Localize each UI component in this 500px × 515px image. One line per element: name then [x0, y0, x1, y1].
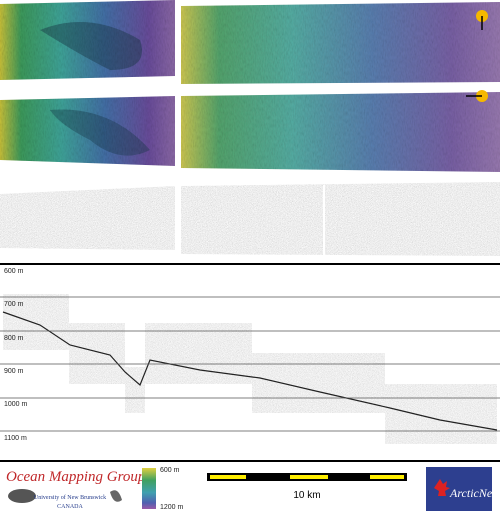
logo-line: CANADA [57, 504, 83, 510]
north-markers [466, 10, 488, 102]
depth-label: 600 m [4, 268, 24, 275]
scale-label: 10 km [293, 490, 320, 501]
swath-backscatter [0, 182, 500, 256]
depth-label: 900 m [4, 368, 24, 375]
arcticnet-logo: ArcticNet [426, 467, 496, 511]
omg-logo: Ocean Mapping Group University of New Br… [6, 469, 146, 510]
logo-line: University of New Brunswick [34, 494, 106, 501]
colorbar-label: 1200 m [160, 504, 184, 511]
depth-profile: 600 m 700 m 800 m 900 m 1000 m 1100 m [0, 268, 500, 444]
logo-title: Ocean Mapping Group [6, 469, 146, 485]
partner-title: ArcticNet [449, 486, 496, 500]
depth-label: 800 m [4, 335, 24, 342]
depth-label: 700 m [4, 301, 24, 308]
scale-bar: 10 km [207, 473, 407, 501]
depth-label: 1000 m [4, 401, 28, 408]
colorbar-label: 600 m [160, 467, 180, 474]
depth-label: 1100 m [4, 435, 27, 442]
swath-top [0, 0, 500, 84]
colorbar: 600 m 1200 m [142, 467, 184, 511]
swath-middle [0, 92, 500, 172]
